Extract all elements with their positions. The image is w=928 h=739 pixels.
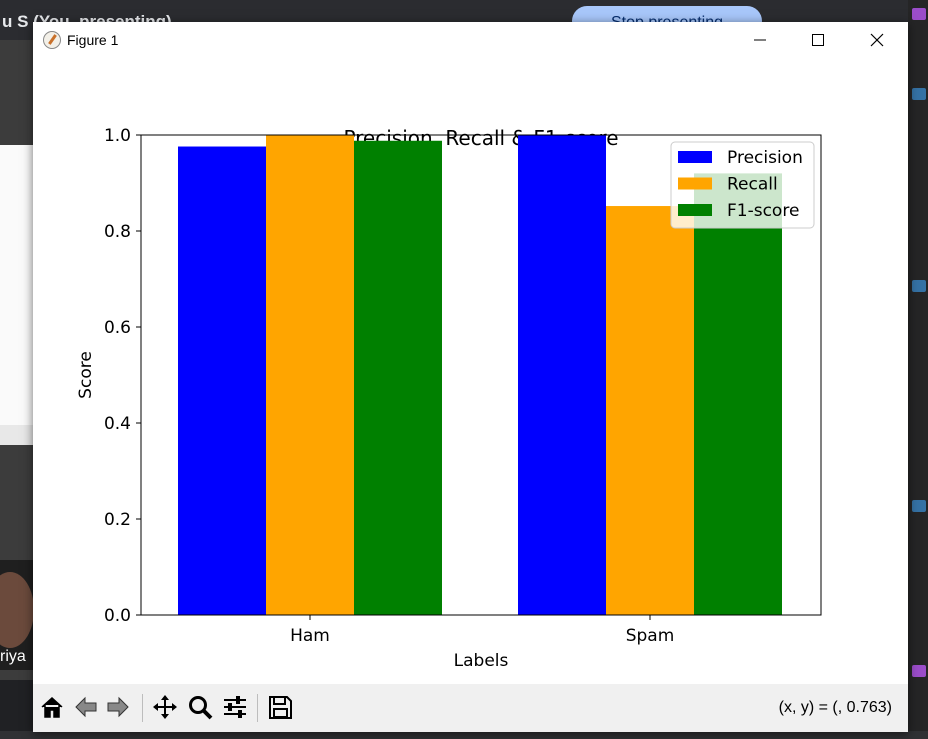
pan-icon — [153, 695, 177, 719]
save-icon — [269, 696, 292, 719]
minimize-button[interactable] — [731, 22, 789, 58]
y-tick-label: 0.4 — [104, 414, 131, 434]
bar-f1-score-ham — [354, 140, 442, 615]
background-preview-toolbar — [0, 425, 34, 445]
configure-subplots-button[interactable] — [220, 692, 250, 722]
background-preview — [0, 145, 34, 425]
legend-label: Precision — [727, 148, 803, 168]
background-editor-sidebar — [908, 0, 928, 739]
plot-frame — [140, 134, 822, 616]
figure-canvas[interactable]: Precision, Recall & F1-score 0.0 0.2 0.4 0.… — [33, 58, 908, 684]
save-button[interactable] — [265, 692, 295, 722]
maximize-button[interactable] — [789, 22, 847, 58]
y-tick-label: 0.0 — [104, 606, 131, 626]
legend-label: F1-score — [727, 201, 799, 221]
bar-recall-spam — [606, 206, 694, 616]
close-icon — [870, 33, 884, 47]
close-button[interactable] — [848, 22, 906, 58]
window-title: Figure 1 — [67, 32, 119, 48]
zoom-icon — [189, 696, 213, 720]
legend-swatch — [678, 177, 712, 190]
legend-swatch — [678, 204, 712, 216]
y-tick-label: 1.0 — [104, 126, 131, 146]
title-bar[interactable]: Figure 1 — [33, 22, 908, 58]
legend-label: Recall — [727, 175, 778, 195]
matplotlib-icon — [43, 31, 61, 49]
x-tick-label: Spam — [626, 626, 675, 646]
bar-precision-spam — [518, 135, 606, 615]
legend-swatch — [678, 151, 712, 163]
css-file-icon — [912, 8, 926, 20]
legend: Precision Recall F1-score — [670, 141, 815, 229]
y-axis-label: Score — [76, 351, 96, 399]
python-file-icon — [912, 88, 926, 100]
forward-icon — [107, 696, 129, 718]
toolbar-separator — [257, 694, 258, 722]
y-tick-label: 0.8 — [104, 222, 131, 242]
x-axis-label: Labels — [454, 651, 509, 671]
pan-button[interactable] — [150, 692, 180, 722]
python-file-icon — [912, 500, 926, 512]
participant-name: riya — [0, 648, 26, 665]
figure-window: Figure 1 Precision, Recall & F1-score 0.… — [33, 22, 908, 732]
bar-precision-ham — [178, 146, 266, 615]
toolbar-separator — [142, 694, 143, 722]
cursor-coordinates: (x, y) = (, 0.763) — [778, 699, 892, 716]
minimize-icon — [754, 39, 766, 41]
maximize-icon — [812, 34, 824, 46]
bar-chart: Precision, Recall & F1-score 0.00.20.40.… — [76, 126, 822, 671]
y-tick-label: 0.6 — [104, 318, 131, 338]
css-file-icon — [912, 665, 926, 677]
y-tick-label: 0.2 — [104, 510, 131, 530]
zoom-button[interactable] — [185, 692, 215, 722]
x-tick-label: Ham — [290, 626, 330, 646]
forward-button[interactable] — [103, 692, 133, 722]
back-icon — [75, 696, 97, 718]
home-icon — [41, 696, 63, 718]
python-file-icon — [912, 280, 926, 292]
taskbar — [0, 731, 928, 739]
bar-recall-ham — [266, 135, 354, 615]
bar-f1-score-spam — [694, 173, 782, 615]
configure-subplots-icon — [224, 696, 246, 718]
navigation-toolbar: (x, y) = (, 0.763) — [33, 684, 908, 732]
home-button[interactable] — [37, 692, 67, 722]
back-button[interactable] — [71, 692, 101, 722]
